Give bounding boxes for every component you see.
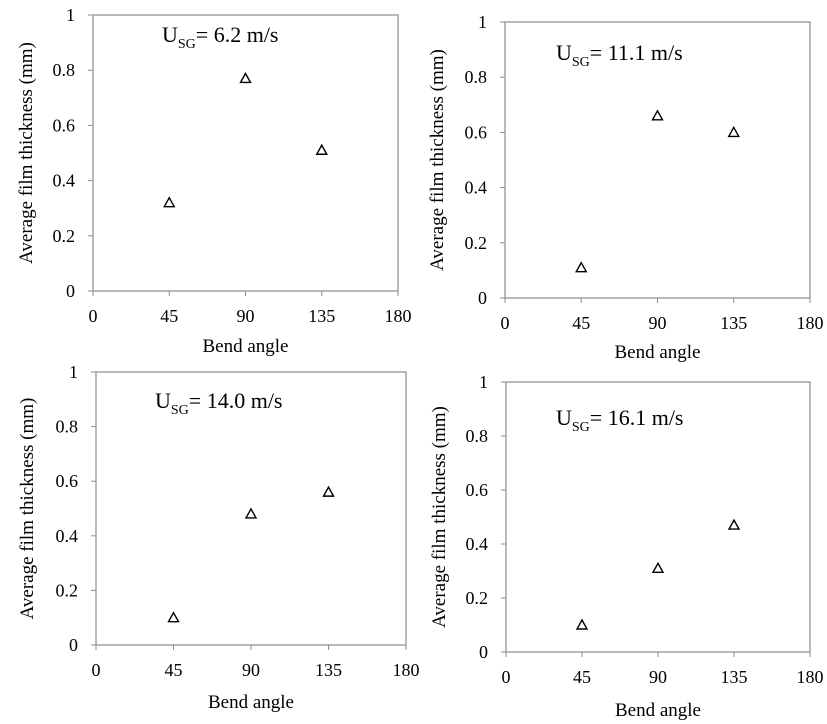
title-prefix: U (556, 405, 572, 430)
y-tick-label: 0.4 (466, 534, 489, 554)
data-point-triangle (651, 109, 664, 121)
title-suffix: = 6.2 m/s (196, 22, 279, 47)
y-tick-label: 0.2 (465, 233, 488, 253)
data-point-triangle (167, 611, 180, 623)
y-tick-label: 0.4 (56, 526, 79, 546)
title-prefix: U (556, 40, 572, 65)
data-point-triangle (651, 561, 665, 573)
title-suffix: = 11.1 m/s (590, 40, 683, 65)
plot-area-frame (92, 14, 399, 292)
y-tick-label: 0.8 (466, 426, 489, 446)
x-tick-label: 180 (797, 313, 824, 333)
x-tick-label: 90 (649, 313, 667, 333)
x-tick-label: 0 (89, 306, 98, 326)
chart-panel-usg-11-1: 0 0.2 0.4 0.6 0.8 1 0 45 90 135 180 Bend angle Avera… (427, 12, 824, 363)
y-tick-label: 0 (66, 281, 75, 301)
chart-title: USG= 16.1 m/s (556, 405, 684, 435)
y-tick-label: 0.8 (465, 67, 488, 87)
data-point-triangle (575, 261, 588, 273)
title-subscript: SG (572, 420, 590, 435)
chart-panel-usg-14-0: 0 0.2 0.4 0.6 0.8 1 0 45 90 135 180 Bend angle Avera… (17, 362, 420, 713)
x-tick-label: 45 (573, 667, 591, 687)
title-suffix: = 16.1 m/s (590, 405, 684, 430)
x-tick-label: 45 (165, 660, 183, 680)
data-point-triangle (244, 507, 258, 519)
chart-title: USG= 6.2 m/s (162, 22, 279, 52)
y-tick-label: 1 (69, 362, 78, 382)
y-tick-label: 0.6 (56, 471, 79, 491)
y-tick-label: 0.8 (53, 60, 76, 80)
x-tick-label: 90 (237, 306, 255, 326)
title-suffix: = 14.0 m/s (189, 388, 283, 413)
x-axis-label: Bend angle (202, 336, 288, 357)
y-tick-label: 0 (69, 635, 78, 655)
title-subscript: SG (178, 37, 196, 52)
x-tick-label: 45 (572, 313, 590, 333)
title-prefix: U (162, 22, 178, 47)
x-tick-label: 180 (385, 306, 412, 326)
title-prefix: U (155, 388, 171, 413)
x-axis-label: Bend angle (615, 700, 701, 721)
data-point-triangle (163, 196, 176, 208)
y-tick-label: 0.6 (53, 115, 76, 135)
x-tick-label: 90 (649, 667, 667, 687)
data-point-triangle (315, 143, 328, 155)
y-axis-label: Average film thickness (mm) (16, 42, 37, 264)
chart-panel-usg-16-1: 0 0.2 0.4 0.6 0.8 1 0 45 90 135 180 Bend angle Avera… (429, 372, 824, 721)
y-tick-label: 0.4 (465, 178, 488, 198)
x-tick-label: 135 (308, 306, 335, 326)
x-tick-label: 135 (720, 313, 747, 333)
x-tick-label: 180 (797, 667, 824, 687)
data-point-triangle (322, 485, 335, 497)
y-tick-label: 0.8 (56, 417, 79, 437)
data-point-triangle (575, 618, 589, 630)
chart-title: USG= 14.0 m/s (155, 388, 283, 418)
x-tick-label: 0 (502, 667, 511, 687)
x-tick-label: 135 (721, 667, 748, 687)
data-point-triangle (727, 518, 741, 530)
y-tick-label: 0 (479, 642, 488, 662)
y-tick-label: 0.4 (53, 171, 76, 191)
title-subscript: SG (171, 403, 189, 418)
y-tick-label: 0.2 (53, 226, 76, 246)
y-axis-label: Average film thickness (mm) (17, 398, 38, 620)
x-tick-label: 90 (242, 660, 260, 680)
x-tick-label: 135 (315, 660, 342, 680)
x-tick-label: 45 (160, 306, 178, 326)
x-tick-label: 0 (92, 660, 101, 680)
y-axis-label: Average film thickness (mm) (427, 49, 448, 271)
y-axis-label: Average film thickness (mm) (429, 406, 450, 628)
title-subscript: SG (572, 55, 590, 70)
data-point-triangle (239, 72, 252, 84)
x-axis-label: Bend angle (208, 692, 294, 713)
x-axis-label: Bend angle (614, 342, 700, 363)
y-tick-label: 1 (66, 5, 75, 25)
y-tick-label: 0.6 (465, 122, 488, 142)
chart-title: USG= 11.1 m/s (556, 40, 683, 70)
y-tick-label: 1 (479, 372, 488, 392)
y-tick-label: 1 (478, 12, 487, 32)
chart-panel-usg-6-2: 0 0.2 0.4 0.6 0.8 1 0 45 90 135 180 Bend angle Avera… (16, 5, 412, 357)
x-tick-label: 180 (393, 660, 420, 680)
x-tick-label: 0 (501, 313, 510, 333)
y-tick-label: 0.2 (56, 580, 79, 600)
y-tick-label: 0.6 (466, 480, 489, 500)
y-tick-label: 0 (478, 288, 487, 308)
data-point-triangle (727, 125, 740, 138)
y-tick-label: 0.2 (466, 588, 489, 608)
